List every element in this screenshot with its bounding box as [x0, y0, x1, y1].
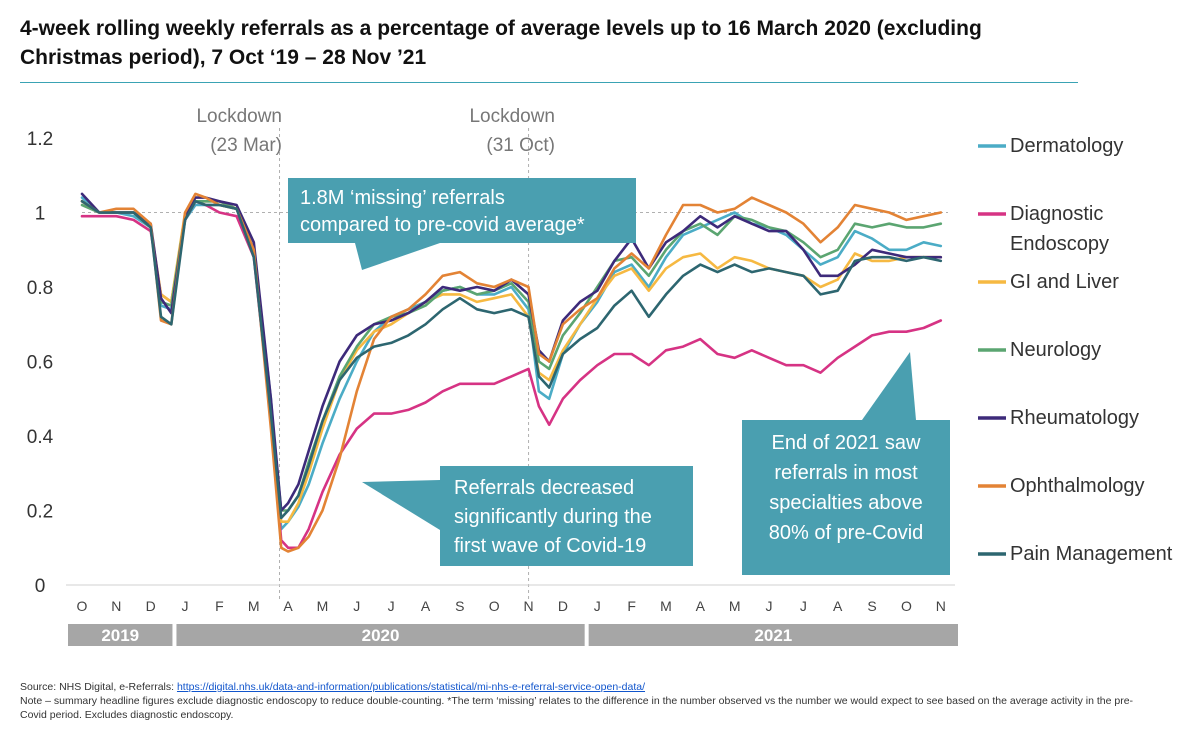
series-line-ophthalmology	[80, 192, 943, 553]
x-tick-label: J	[388, 598, 395, 614]
missing-callout-text: compared to pre-covid average*	[300, 214, 585, 236]
legend-label: Pain Management	[1010, 543, 1173, 565]
legend-label: Dermatology	[1010, 135, 1123, 157]
x-tick-label: S	[455, 598, 464, 614]
y-tick-label: 0.2	[27, 502, 53, 523]
chart-title: 4-week rolling weekly referrals as a per…	[20, 17, 982, 69]
x-tick-label: J	[766, 598, 773, 614]
x-tick-label: D	[146, 598, 156, 614]
missing-callout-box	[288, 178, 636, 243]
x-tick-label: J	[800, 598, 807, 614]
y-tick-label: 0.4	[27, 427, 54, 448]
x-tick-label: F	[215, 598, 224, 614]
y-tick-label: 0.8	[27, 278, 53, 299]
legend-label: GI and Liver	[1010, 271, 1119, 293]
decrease-callout-text: significantly during the	[454, 506, 652, 528]
source-link[interactable]: https://digital.nhs.uk/data-and-informat…	[176, 681, 646, 693]
x-tick-label: M	[729, 598, 741, 614]
footer-note: Note – summary headline figures exclude …	[20, 695, 1134, 721]
x-tick-label: M	[248, 598, 260, 614]
y-tick-label: 0	[35, 576, 46, 597]
missing-callout-text: 1.8M ‘missing’ referrals	[300, 187, 505, 209]
lockdown-labels: Lockdown (23 Mar) Lockdown (31 Oct)	[196, 106, 555, 156]
source-line: Source: NHS Digital, e-Referrals: https:…	[20, 680, 1140, 694]
y-tick-label: 1.2	[27, 129, 53, 150]
year-label: 2021	[754, 626, 792, 645]
lockdown-label-1: (23 Mar)	[210, 135, 282, 156]
y-tick-label: 1	[35, 204, 46, 225]
y-tick-label: 0.6	[27, 353, 53, 374]
x-tick-label: O	[901, 598, 912, 614]
x-tick-label: A	[696, 598, 706, 614]
x-tick-label: N	[936, 598, 946, 614]
source-prefix: Source: NHS Digital, e-Referrals:	[20, 681, 177, 693]
x-tick-label: M	[660, 598, 672, 614]
line-chart: 0 0.2 0.4 0.6 0.8 1 1.2 O N D J F M A M J J A S O N D J F M A M J J…	[27, 106, 1173, 646]
legend-label: Neurology	[1010, 339, 1101, 361]
decrease-callout-text: Referrals decreased	[454, 477, 634, 499]
title-divider	[20, 82, 1078, 83]
x-tick-label: O	[77, 598, 88, 614]
x-tick-label: J	[594, 598, 601, 614]
end2021-callout-text: 80% of pre-Covid	[769, 522, 924, 544]
lockdown-label-2: (31 Oct)	[486, 135, 555, 156]
x-tick-label: A	[283, 598, 293, 614]
legend: Dermatology Diagnostic Endoscopy GI and Liv…	[978, 135, 1173, 565]
footer: Source: NHS Digital, e-Referrals: https:…	[20, 680, 1140, 722]
year-band-2019	[68, 624, 173, 646]
legend-label: Rheumatology	[1010, 407, 1139, 429]
decrease-callout-text: first wave of Covid-19	[454, 535, 646, 557]
missing-callout-pointer	[355, 243, 440, 270]
end2021-callout-box	[742, 420, 950, 575]
year-label: 2020	[362, 626, 400, 645]
lockdown-label-2: Lockdown	[469, 106, 555, 127]
x-tick-label: D	[558, 598, 568, 614]
legend-label-cont: Endoscopy	[1010, 233, 1109, 255]
legend-label: Ophthalmology	[1010, 475, 1145, 497]
x-tick-label: N	[111, 598, 121, 614]
y-axis: 0 0.2 0.4 0.6 0.8 1 1.2	[27, 129, 54, 597]
end2021-callout-pointer	[862, 352, 916, 420]
end2021-callout-text: referrals in most	[774, 462, 918, 484]
x-tick-label: J	[353, 598, 360, 614]
legend-label: Diagnostic	[1010, 203, 1103, 225]
x-tick-label: M	[317, 598, 329, 614]
x-tick-label: A	[833, 598, 843, 614]
x-tick-label: A	[421, 598, 431, 614]
series-line-pain-management	[80, 200, 943, 520]
year-band-2020	[176, 624, 585, 646]
x-tick-label: F	[627, 598, 636, 614]
x-tick-label: S	[867, 598, 876, 614]
end2021-callout-text: End of 2021 saw	[772, 432, 922, 454]
end2021-callout-text: specialties above	[769, 492, 922, 514]
decrease-callout-box	[440, 466, 693, 566]
x-tick-label: O	[489, 598, 500, 614]
decrease-callout-pointer	[362, 480, 440, 530]
year-bands: 2019 2020 2021	[68, 624, 958, 646]
year-band-2021	[588, 624, 958, 646]
series-lines	[80, 192, 943, 553]
x-tick-label: J	[182, 598, 189, 614]
x-tick-label: N	[523, 598, 533, 614]
callouts: 1.8M ‘missing’ referrals compared to pre-…	[288, 178, 950, 575]
lockdown-label-1: Lockdown	[196, 106, 282, 127]
year-label: 2019	[101, 626, 139, 645]
